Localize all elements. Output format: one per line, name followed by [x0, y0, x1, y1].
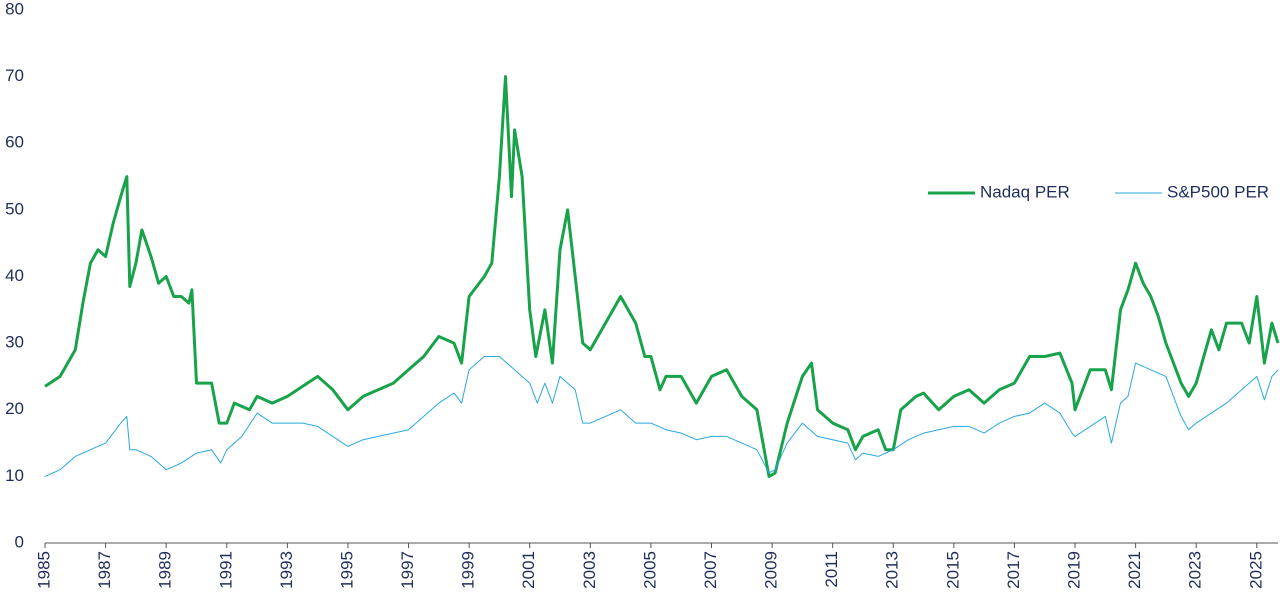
x-tick-label: 1989: [156, 551, 175, 589]
x-tick-label: 2021: [1125, 551, 1144, 589]
y-tick-label: 10: [5, 466, 24, 485]
x-tick-label: 2017: [1004, 551, 1023, 589]
y-tick-label: 60: [5, 133, 24, 152]
x-tick-label: 1999: [459, 551, 478, 589]
x-tick-label: 1995: [337, 551, 356, 589]
series-line: [44, 75, 1280, 478]
x-tick-label: 2003: [580, 551, 599, 589]
x-tick-label: 2009: [762, 551, 781, 589]
x-tick-label: 2019: [1065, 551, 1084, 589]
x-tick-label: 1991: [216, 551, 235, 589]
x-tick-label: 2015: [943, 551, 962, 589]
legend: Nadaq PER S&P500 PER: [928, 182, 1269, 201]
series-line: [44, 356, 1279, 477]
y-tick-label: 40: [5, 266, 24, 285]
y-tick-label: 70: [5, 66, 24, 85]
legend-label: S&P500 PER: [1167, 182, 1269, 201]
y-tick-label: 0: [15, 532, 24, 551]
legend-label: Nadaq PER: [980, 182, 1070, 201]
x-tick-label: 1985: [34, 551, 53, 589]
x-tick-label: 2001: [519, 551, 538, 589]
y-tick-label: 50: [5, 199, 24, 218]
y-tick-label: 30: [5, 333, 24, 352]
x-tick-label: 2023: [1186, 551, 1205, 589]
x-tick-label: 2007: [701, 551, 720, 589]
x-tick-label: 2005: [640, 551, 659, 589]
y-tick-label: 20: [5, 399, 24, 418]
x-tick-label: 2025: [1246, 551, 1265, 589]
x-tick-label: 2011: [822, 551, 841, 588]
x-tick-label: 1993: [277, 551, 296, 589]
x-tick-label: 1987: [95, 551, 114, 589]
x-tick-label: 2013: [883, 551, 902, 589]
y-tick-label: 80: [5, 0, 24, 18]
x-tick-label: 1997: [398, 551, 417, 589]
